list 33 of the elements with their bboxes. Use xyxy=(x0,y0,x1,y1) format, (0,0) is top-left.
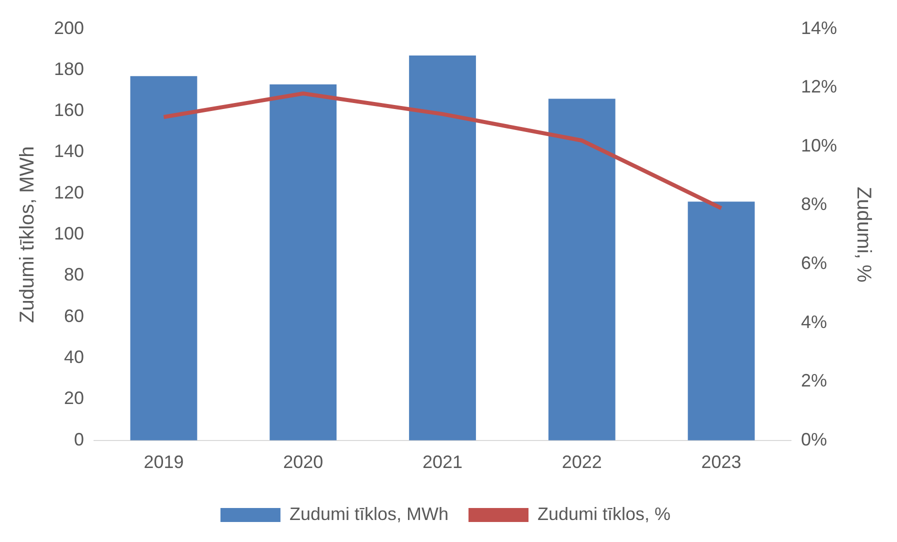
bar xyxy=(270,84,337,440)
y-tick-label: 140 xyxy=(54,141,84,162)
y2-tick-label: 12% xyxy=(800,76,838,97)
x-tick-label: 2022 xyxy=(562,452,602,472)
bar xyxy=(548,98,616,440)
legend-label: Zudumi tīklos, % xyxy=(537,504,671,524)
y2-tick-label: 4% xyxy=(800,312,827,332)
bar xyxy=(409,56,476,440)
y-tick-label: 120 xyxy=(54,182,84,202)
y-tick-label: 40 xyxy=(64,347,84,368)
y-tick-label: 100 xyxy=(54,224,84,244)
x-tick-label: 2023 xyxy=(701,452,742,472)
y2-tick-label: 6% xyxy=(800,252,827,273)
y-tick-label: 160 xyxy=(54,100,84,120)
y2-tick-label: 10% xyxy=(800,135,838,156)
y-tick-label: 80 xyxy=(64,264,84,285)
y2-axis-title: Zudumi, % xyxy=(852,186,874,283)
y-axis-title: Zudumi tīklos, MWh xyxy=(16,146,39,323)
y-tick-label: 20 xyxy=(64,388,84,408)
y2-tick-label: 8% xyxy=(800,194,827,214)
y2-tick-label: 0% xyxy=(800,429,827,450)
y-tick-label: 200 xyxy=(54,18,84,38)
x-tick-label: 2019 xyxy=(144,452,184,472)
y-tick-label: 180 xyxy=(54,58,84,79)
x-tick-label: 2020 xyxy=(283,452,324,472)
bar xyxy=(130,76,198,440)
y2-tick-label: 14% xyxy=(800,18,838,38)
y-tick-label: 0 xyxy=(74,429,84,450)
legend-label: Zudumi tīklos, MWh xyxy=(289,504,448,524)
bar xyxy=(688,202,755,440)
y-tick-label: 60 xyxy=(64,306,84,326)
x-tick-label: 2021 xyxy=(422,452,463,472)
y2-tick-label: 2% xyxy=(800,370,827,391)
